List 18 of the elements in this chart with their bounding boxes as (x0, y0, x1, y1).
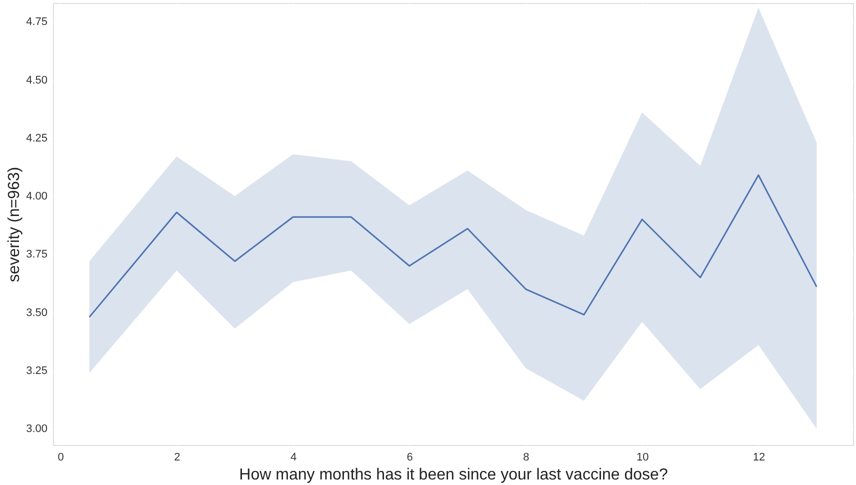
y-tick-label: 4.25 (26, 132, 48, 144)
x-tick-label: 2 (174, 452, 180, 464)
y-tick-label: 3.50 (26, 306, 48, 319)
y-tick-label: 3.00 (26, 423, 48, 436)
y-axis-title: severity (n=963) (6, 166, 24, 282)
y-tick-label: 3.25 (26, 365, 48, 378)
line-series (88, 174, 818, 318)
y-tick-label: 4.75 (26, 16, 48, 28)
x-tick-label: 6 (406, 452, 413, 464)
x-tick-label: 0 (58, 452, 64, 464)
x-tick-label: 12 (752, 452, 766, 464)
x-tick-label: 10 (636, 452, 649, 464)
y-tick-label: 3.75 (26, 248, 48, 261)
x-tick-label: 4 (290, 452, 297, 464)
x-axis-title: How many months has it been since your last vaccine dose? (239, 466, 668, 484)
x-tick-label: 8 (523, 452, 530, 464)
y-tick-label: 4.00 (26, 190, 48, 203)
y-tick-label: 4.50 (26, 74, 48, 86)
